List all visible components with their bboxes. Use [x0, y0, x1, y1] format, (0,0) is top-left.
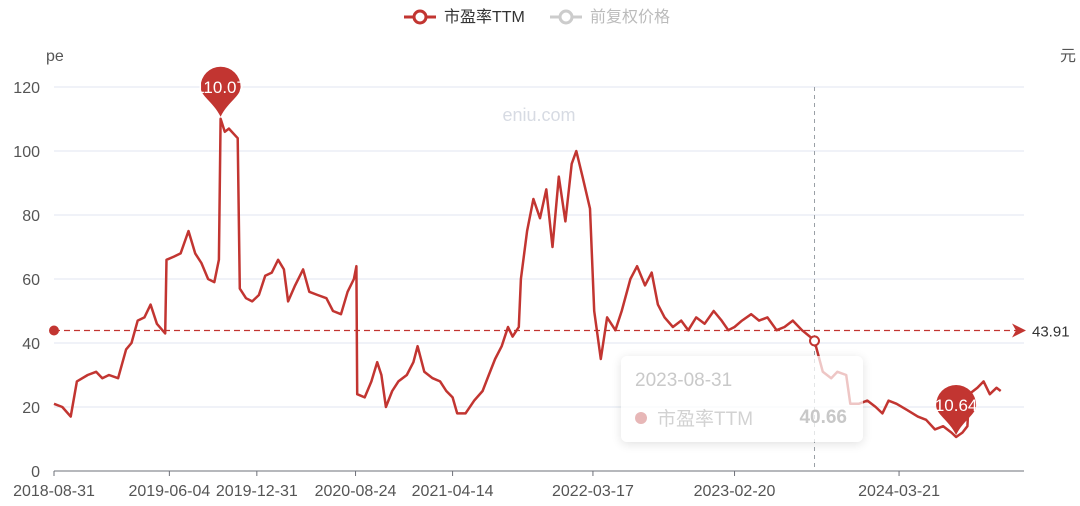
x-tick-label: 2023-02-20 [694, 483, 776, 500]
tooltip-series-dot [635, 411, 647, 424]
tooltip: 2023-08-31 市盈率TTM 40.66 [621, 356, 863, 442]
watermark: eniu.com [502, 105, 575, 125]
legend-pe-label: 市盈率TTM [444, 8, 525, 26]
mark-line-label: 43.91 [1032, 323, 1070, 340]
x-tick-label: 2019-06-04 [128, 483, 210, 500]
x-tick-label: 2020-08-24 [315, 483, 397, 500]
average-mark-line: 43.91 [49, 323, 1070, 340]
legend-item-price[interactable]: 前复权价格 [550, 8, 670, 26]
tooltip-row: 市盈率TTM 40.66 [635, 404, 847, 431]
grid [54, 86, 1024, 408]
y-tick-label: 60 [22, 272, 40, 289]
x-tick-label: 2022-03-17 [552, 483, 634, 500]
y-tick-label: 80 [22, 208, 40, 225]
y-tick-label: 40 [22, 336, 40, 353]
y-right-unit: 元 [1060, 48, 1076, 65]
legend-price-circle-icon [558, 9, 574, 25]
pin-marker-icon [200, 66, 241, 117]
mark-points: 110.07 10.64 [195, 66, 978, 435]
legend[interactable]: 市盈率TTM 前复权价格 [404, 8, 670, 26]
mark-point-label: 110.07 [195, 78, 246, 97]
x-tick-label: 2021-04-14 [412, 483, 494, 500]
y-tick-label: 100 [13, 144, 40, 161]
mark-point-max: 110.07 [195, 66, 246, 117]
x-tick-label: 2018-08-31 [13, 483, 95, 500]
mark-point-min: 10.64 [935, 384, 978, 435]
y-left-unit: pe [46, 48, 64, 65]
legend-pe-circle-icon [412, 9, 428, 25]
tooltip-series-name: 市盈率TTM [657, 409, 754, 430]
y-tick-label: 120 [13, 80, 40, 97]
x-tick-label: 2024-03-21 [858, 483, 940, 500]
legend-item-pe[interactable]: 市盈率TTM [404, 8, 525, 26]
x-axis: 2018-08-31 2019-06-04 2019-12-31 2020-08-24… [13, 470, 1024, 500]
legend-price-label: 前复权价格 [590, 8, 670, 26]
y-tick-label: 0 [31, 464, 40, 481]
mark-line-arrow-icon [1012, 323, 1026, 338]
pin-marker-icon [936, 384, 977, 435]
y-tick-label: 20 [22, 400, 40, 417]
tooltip-date: 2023-08-31 [635, 370, 733, 391]
x-tick-label: 2019-12-31 [216, 483, 298, 500]
tooltip-value: 40.66 [799, 406, 847, 428]
mark-point-label: 10.64 [935, 396, 978, 415]
highlight-point [809, 335, 821, 347]
y-axis-ticks: 0 20 40 60 80 100 120 [13, 80, 40, 481]
